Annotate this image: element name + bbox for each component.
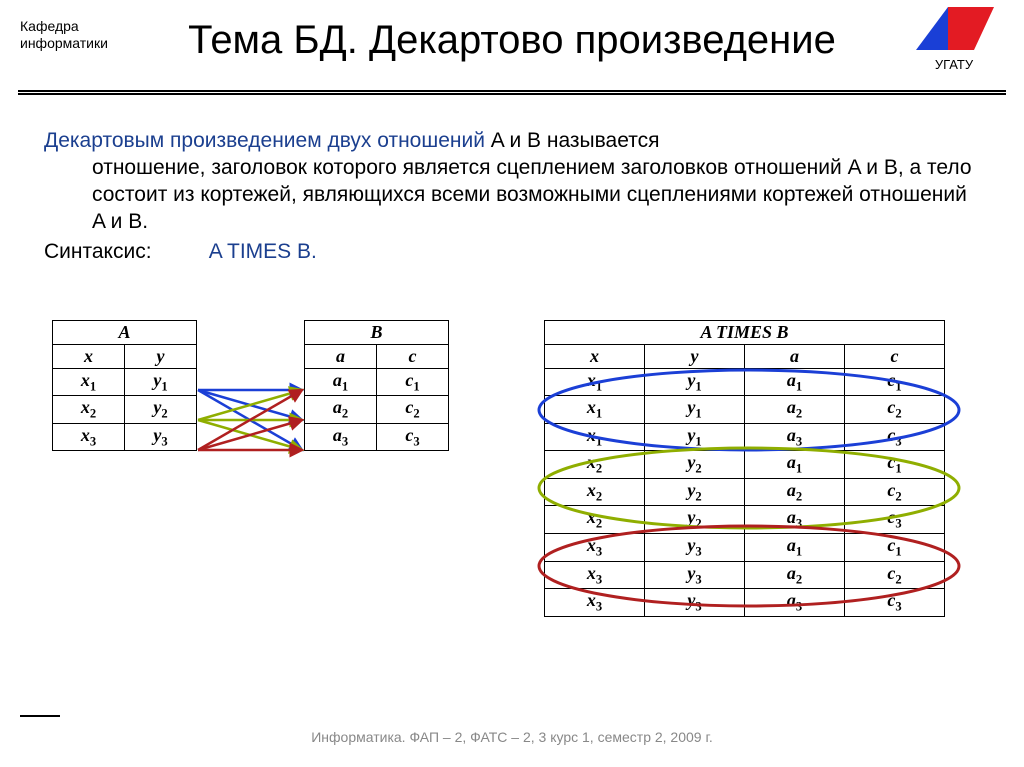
- column-header: a: [305, 344, 377, 368]
- table-cell: c1: [845, 368, 945, 396]
- table-cell: y1: [645, 396, 745, 424]
- definition-lead: Декартовым произведением двух отношений: [44, 129, 485, 152]
- table-cell: c3: [845, 589, 945, 617]
- table-cell: y2: [645, 451, 745, 479]
- table-cell: a3: [745, 423, 845, 451]
- definition-rest2: отношение, заголовок которого является с…: [44, 155, 980, 236]
- table-cell: a1: [745, 368, 845, 396]
- table-cell: y2: [645, 478, 745, 506]
- table-cell: a1: [745, 451, 845, 479]
- table-cell: y2: [645, 506, 745, 534]
- logo-text: УГАТУ: [906, 57, 1002, 72]
- column-header: a: [745, 344, 845, 368]
- table-cell: c2: [845, 561, 945, 589]
- table-cell: a1: [305, 368, 377, 396]
- table-cell: y3: [645, 534, 745, 562]
- table-cell: y2: [125, 396, 197, 424]
- table-row: x1y1: [53, 368, 197, 396]
- table-row: x3y3a3c3: [545, 589, 945, 617]
- table-cell: a2: [745, 561, 845, 589]
- table-row: x1y1a1c1: [545, 368, 945, 396]
- table-row: a1c1: [305, 368, 449, 396]
- table-cell: y3: [645, 561, 745, 589]
- diagram-area: A xy x1y1x2y2x3y3 B ac a1c1a2c2a3c3 A TI…: [44, 320, 980, 700]
- table-cell: c2: [845, 396, 945, 424]
- table-cell: x2: [545, 451, 645, 479]
- table-cell: c1: [845, 451, 945, 479]
- table-row: a2c2: [305, 396, 449, 424]
- table-cell: x2: [53, 396, 125, 424]
- table-row: x3y3a2c2: [545, 561, 945, 589]
- table-cell: y1: [645, 368, 745, 396]
- footer-text: Информатика. ФАП – 2, ФАТС – 2, 3 курс 1…: [311, 729, 713, 745]
- table-cell: c1: [845, 534, 945, 562]
- slide-content: Декартовым произведением двух отношений …: [0, 96, 1024, 700]
- table-cell: c2: [845, 478, 945, 506]
- table-cell: c1: [377, 368, 449, 396]
- table-row: x2y2a2c2: [545, 478, 945, 506]
- table-cell: a1: [745, 534, 845, 562]
- table-cell: a3: [745, 589, 845, 617]
- table-cell: y1: [125, 368, 197, 396]
- table-row: x2y2a1c1: [545, 451, 945, 479]
- logo-shape: [914, 5, 994, 55]
- column-header: x: [545, 344, 645, 368]
- table-cell: x3: [545, 589, 645, 617]
- department-label: Кафедраинформатики: [20, 18, 108, 52]
- bipartite-arrows: [194, 380, 314, 500]
- table-row: x3y3a1c1: [545, 534, 945, 562]
- table-cell: a2: [745, 396, 845, 424]
- syntax-line: Синтаксис: A TIMES B.: [44, 240, 980, 264]
- definition-paragraph: Декартовым произведением двух отношений …: [44, 128, 980, 236]
- table-cell: a2: [305, 396, 377, 424]
- table-row: x1y1a3c3: [545, 423, 945, 451]
- syntax-value: A TIMES B.: [209, 240, 317, 263]
- column-header: c: [845, 344, 945, 368]
- table-row: x2y2: [53, 396, 197, 424]
- table-ab-title: A TIMES B: [545, 320, 945, 344]
- footer-tick: [20, 715, 60, 717]
- table-ab: A TIMES B xyac x1y1a1c1x1y1a2c2x1y1a3c3x…: [544, 320, 945, 617]
- definition-rest1: A и B называется: [485, 129, 660, 152]
- table-a-title: A: [53, 320, 197, 344]
- syntax-label: Синтаксис:: [44, 240, 204, 264]
- table-cell: x1: [545, 396, 645, 424]
- table-cell: x2: [545, 478, 645, 506]
- table-cell: x1: [53, 368, 125, 396]
- table-cell: c2: [377, 396, 449, 424]
- table-row: x2y2a3c3: [545, 506, 945, 534]
- column-header: y: [645, 344, 745, 368]
- slide-title: Тема БД. Декартово произведение: [20, 8, 1004, 63]
- table-cell: a3: [305, 423, 377, 451]
- table-cell: x1: [545, 423, 645, 451]
- table-cell: c3: [377, 423, 449, 451]
- table-b: B ac a1c1a2c2a3c3: [304, 320, 449, 452]
- table-row: x1y1a2c2: [545, 396, 945, 424]
- slide-header: Кафедраинформатики Тема БД. Декартово пр…: [0, 0, 1024, 90]
- column-header: y: [125, 344, 197, 368]
- table-b-title: B: [305, 320, 449, 344]
- table-cell: y3: [645, 589, 745, 617]
- table-a: A xy x1y1x2y2x3y3: [52, 320, 197, 452]
- table-cell: c3: [845, 506, 945, 534]
- table-row: x3y3: [53, 423, 197, 451]
- table-cell: c3: [845, 423, 945, 451]
- column-header: x: [53, 344, 125, 368]
- table-cell: x2: [545, 506, 645, 534]
- table-cell: y1: [645, 423, 745, 451]
- table-cell: x1: [545, 368, 645, 396]
- column-header: c: [377, 344, 449, 368]
- table-cell: x3: [53, 423, 125, 451]
- slide-footer: Информатика. ФАП – 2, ФАТС – 2, 3 курс 1…: [20, 729, 1004, 745]
- table-cell: x3: [545, 534, 645, 562]
- table-cell: x3: [545, 561, 645, 589]
- university-logo: УГАТУ: [906, 5, 1002, 72]
- table-cell: a2: [745, 478, 845, 506]
- table-row: a3c3: [305, 423, 449, 451]
- table-cell: a3: [745, 506, 845, 534]
- table-cell: y3: [125, 423, 197, 451]
